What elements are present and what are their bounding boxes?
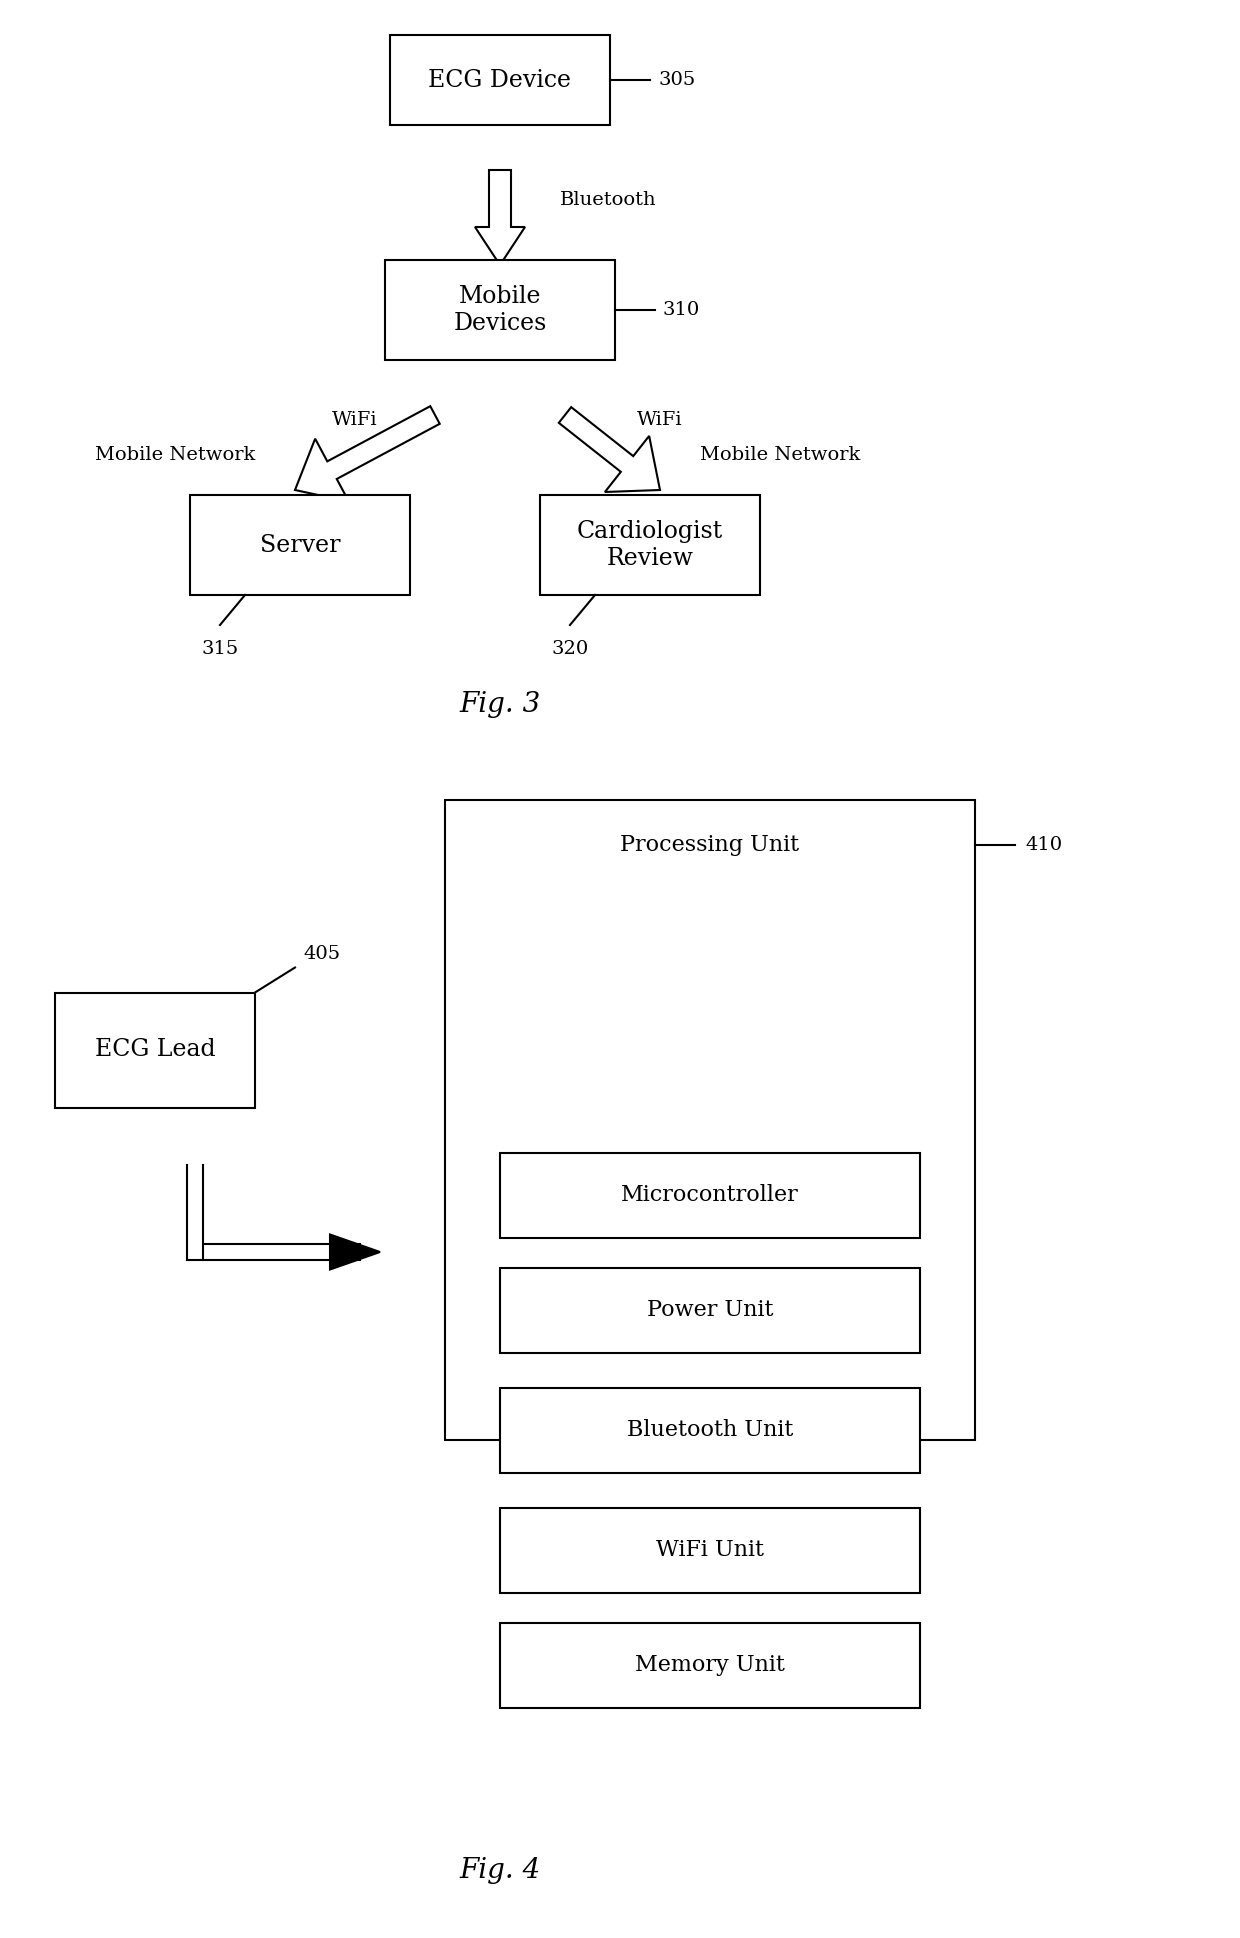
Bar — [500, 1508, 920, 1593]
Text: Fig. 4: Fig. 4 — [459, 1857, 541, 1884]
Text: Memory Unit: Memory Unit — [635, 1653, 785, 1676]
Text: 315: 315 — [201, 640, 238, 659]
Text: Processing Unit: Processing Unit — [620, 833, 800, 857]
Text: 310: 310 — [663, 300, 701, 320]
Bar — [190, 494, 410, 595]
Bar — [55, 992, 255, 1107]
Text: Bluetooth Unit: Bluetooth Unit — [626, 1419, 794, 1442]
Text: Microcontroller: Microcontroller — [621, 1184, 799, 1205]
Text: WiFi: WiFi — [332, 411, 378, 428]
Text: WiFi Unit: WiFi Unit — [656, 1539, 764, 1560]
Bar — [391, 35, 610, 124]
Bar — [500, 1622, 920, 1707]
Bar — [500, 1267, 920, 1353]
Text: Mobile Network: Mobile Network — [94, 446, 255, 463]
Polygon shape — [330, 1235, 379, 1269]
Text: Server: Server — [259, 533, 340, 556]
Text: Fig. 3: Fig. 3 — [459, 692, 541, 719]
Bar — [500, 1153, 920, 1238]
Text: Cardiologist
Review: Cardiologist Review — [577, 519, 723, 570]
Bar — [445, 800, 975, 1440]
Text: 410: 410 — [1025, 835, 1063, 855]
Bar — [500, 1388, 920, 1473]
Text: ECG Lead: ECG Lead — [94, 1039, 216, 1062]
Text: 305: 305 — [658, 72, 696, 89]
Text: WiFi: WiFi — [637, 411, 683, 428]
Bar — [384, 260, 615, 360]
Text: Mobile
Devices: Mobile Devices — [454, 285, 547, 335]
Text: Mobile Network: Mobile Network — [699, 446, 861, 463]
Bar — [539, 494, 760, 595]
Text: 320: 320 — [552, 640, 589, 659]
Text: ECG Device: ECG Device — [429, 68, 572, 91]
Text: Power Unit: Power Unit — [647, 1298, 774, 1322]
Text: 405: 405 — [303, 944, 340, 963]
Text: Bluetooth: Bluetooth — [560, 192, 657, 209]
